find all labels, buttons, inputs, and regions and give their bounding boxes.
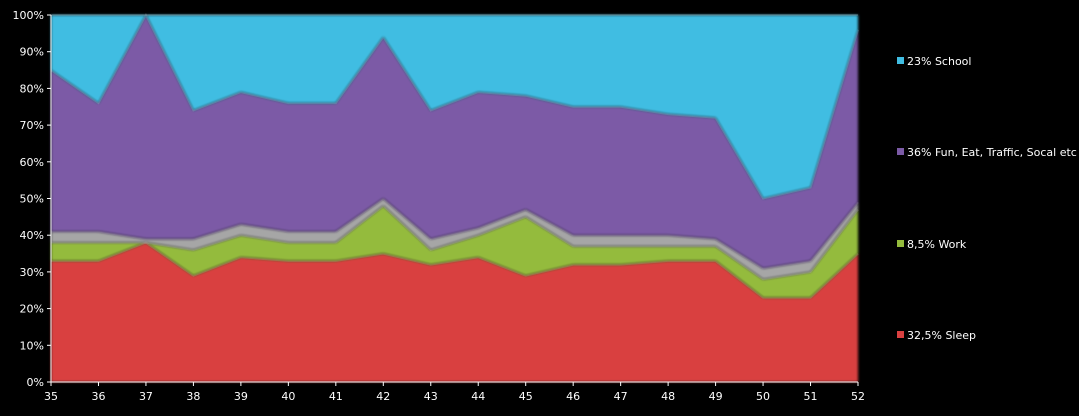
x-tick-label: 49 <box>709 390 723 403</box>
x-axis-tick-labels: 35 36 37 38 39 40 41 42 43 44 45 46 47 48 49 50 51 52 <box>44 390 865 403</box>
x-tick-label: 35 <box>44 390 58 403</box>
y-tick-label: 70% <box>20 119 44 132</box>
legend-swatch <box>897 148 904 155</box>
y-tick-label: 100% <box>13 9 44 22</box>
y-tick-label: 0% <box>27 376 44 389</box>
legend-item-36-fun-eat-traffic-socal-etc: 36% Fun, Eat, Traffic, Socal etc <box>897 146 1077 159</box>
y-axis-tick-labels: 0% 10% 20% 30% 40% 50% 60% 70% 80% 90% 100% <box>13 9 44 389</box>
x-tick-label: 50 <box>756 390 770 403</box>
x-tick-label: 48 <box>661 390 675 403</box>
x-tick-label: 36 <box>91 390 105 403</box>
legend-label: 32,5% Sleep <box>907 329 976 342</box>
area-fill <box>51 242 858 382</box>
legend-label: 36% Fun, Eat, Traffic, Socal etc <box>907 146 1077 159</box>
y-tick-label: 40% <box>20 229 44 242</box>
legend-item-23-school: 23% School <box>897 55 971 68</box>
y-tick-label: 20% <box>20 303 44 316</box>
y-tick-label: 90% <box>20 46 44 59</box>
area-series-23-school <box>51 14 858 199</box>
area-fill <box>51 15 858 199</box>
legend-swatch <box>897 240 904 247</box>
x-tick-label: 43 <box>424 390 438 403</box>
x-tick-label: 52 <box>851 390 865 403</box>
x-tick-label: 37 <box>139 390 153 403</box>
area-fill <box>51 15 858 269</box>
area-fill <box>51 198 858 280</box>
x-tick-label: 44 <box>471 390 485 403</box>
legend: 23% School 36% Fun, Eat, Traffic, Socal e… <box>897 55 1077 342</box>
x-tick-label: 39 <box>234 390 248 403</box>
y-tick-label: 60% <box>20 156 44 169</box>
x-tick-label: 42 <box>376 390 390 403</box>
legend-item-8-5-work: 8,5% Work <box>897 238 967 251</box>
x-tick-label: 40 <box>281 390 295 403</box>
y-tick-label: 50% <box>20 193 44 206</box>
series-areas <box>50 12 859 382</box>
y-tick-label: 10% <box>20 339 44 352</box>
x-tick-label: 41 <box>329 390 343 403</box>
legend-swatch <box>897 331 904 338</box>
legend-swatch <box>897 57 904 64</box>
axes <box>47 14 859 386</box>
y-tick-label: 80% <box>20 82 44 95</box>
legend-label: 23% School <box>907 55 971 68</box>
legend-label: 8,5% Work <box>907 238 967 251</box>
x-tick-label: 47 <box>614 390 628 403</box>
x-tick-label: 38 <box>186 390 200 403</box>
x-tick-label: 51 <box>804 390 818 403</box>
y-tick-label: 30% <box>20 266 44 279</box>
x-tick-label: 45 <box>519 390 533 403</box>
x-tick-label: 46 <box>566 390 580 403</box>
area-fill <box>51 205 858 298</box>
legend-item-32-5-sleep: 32,5% Sleep <box>897 329 976 342</box>
